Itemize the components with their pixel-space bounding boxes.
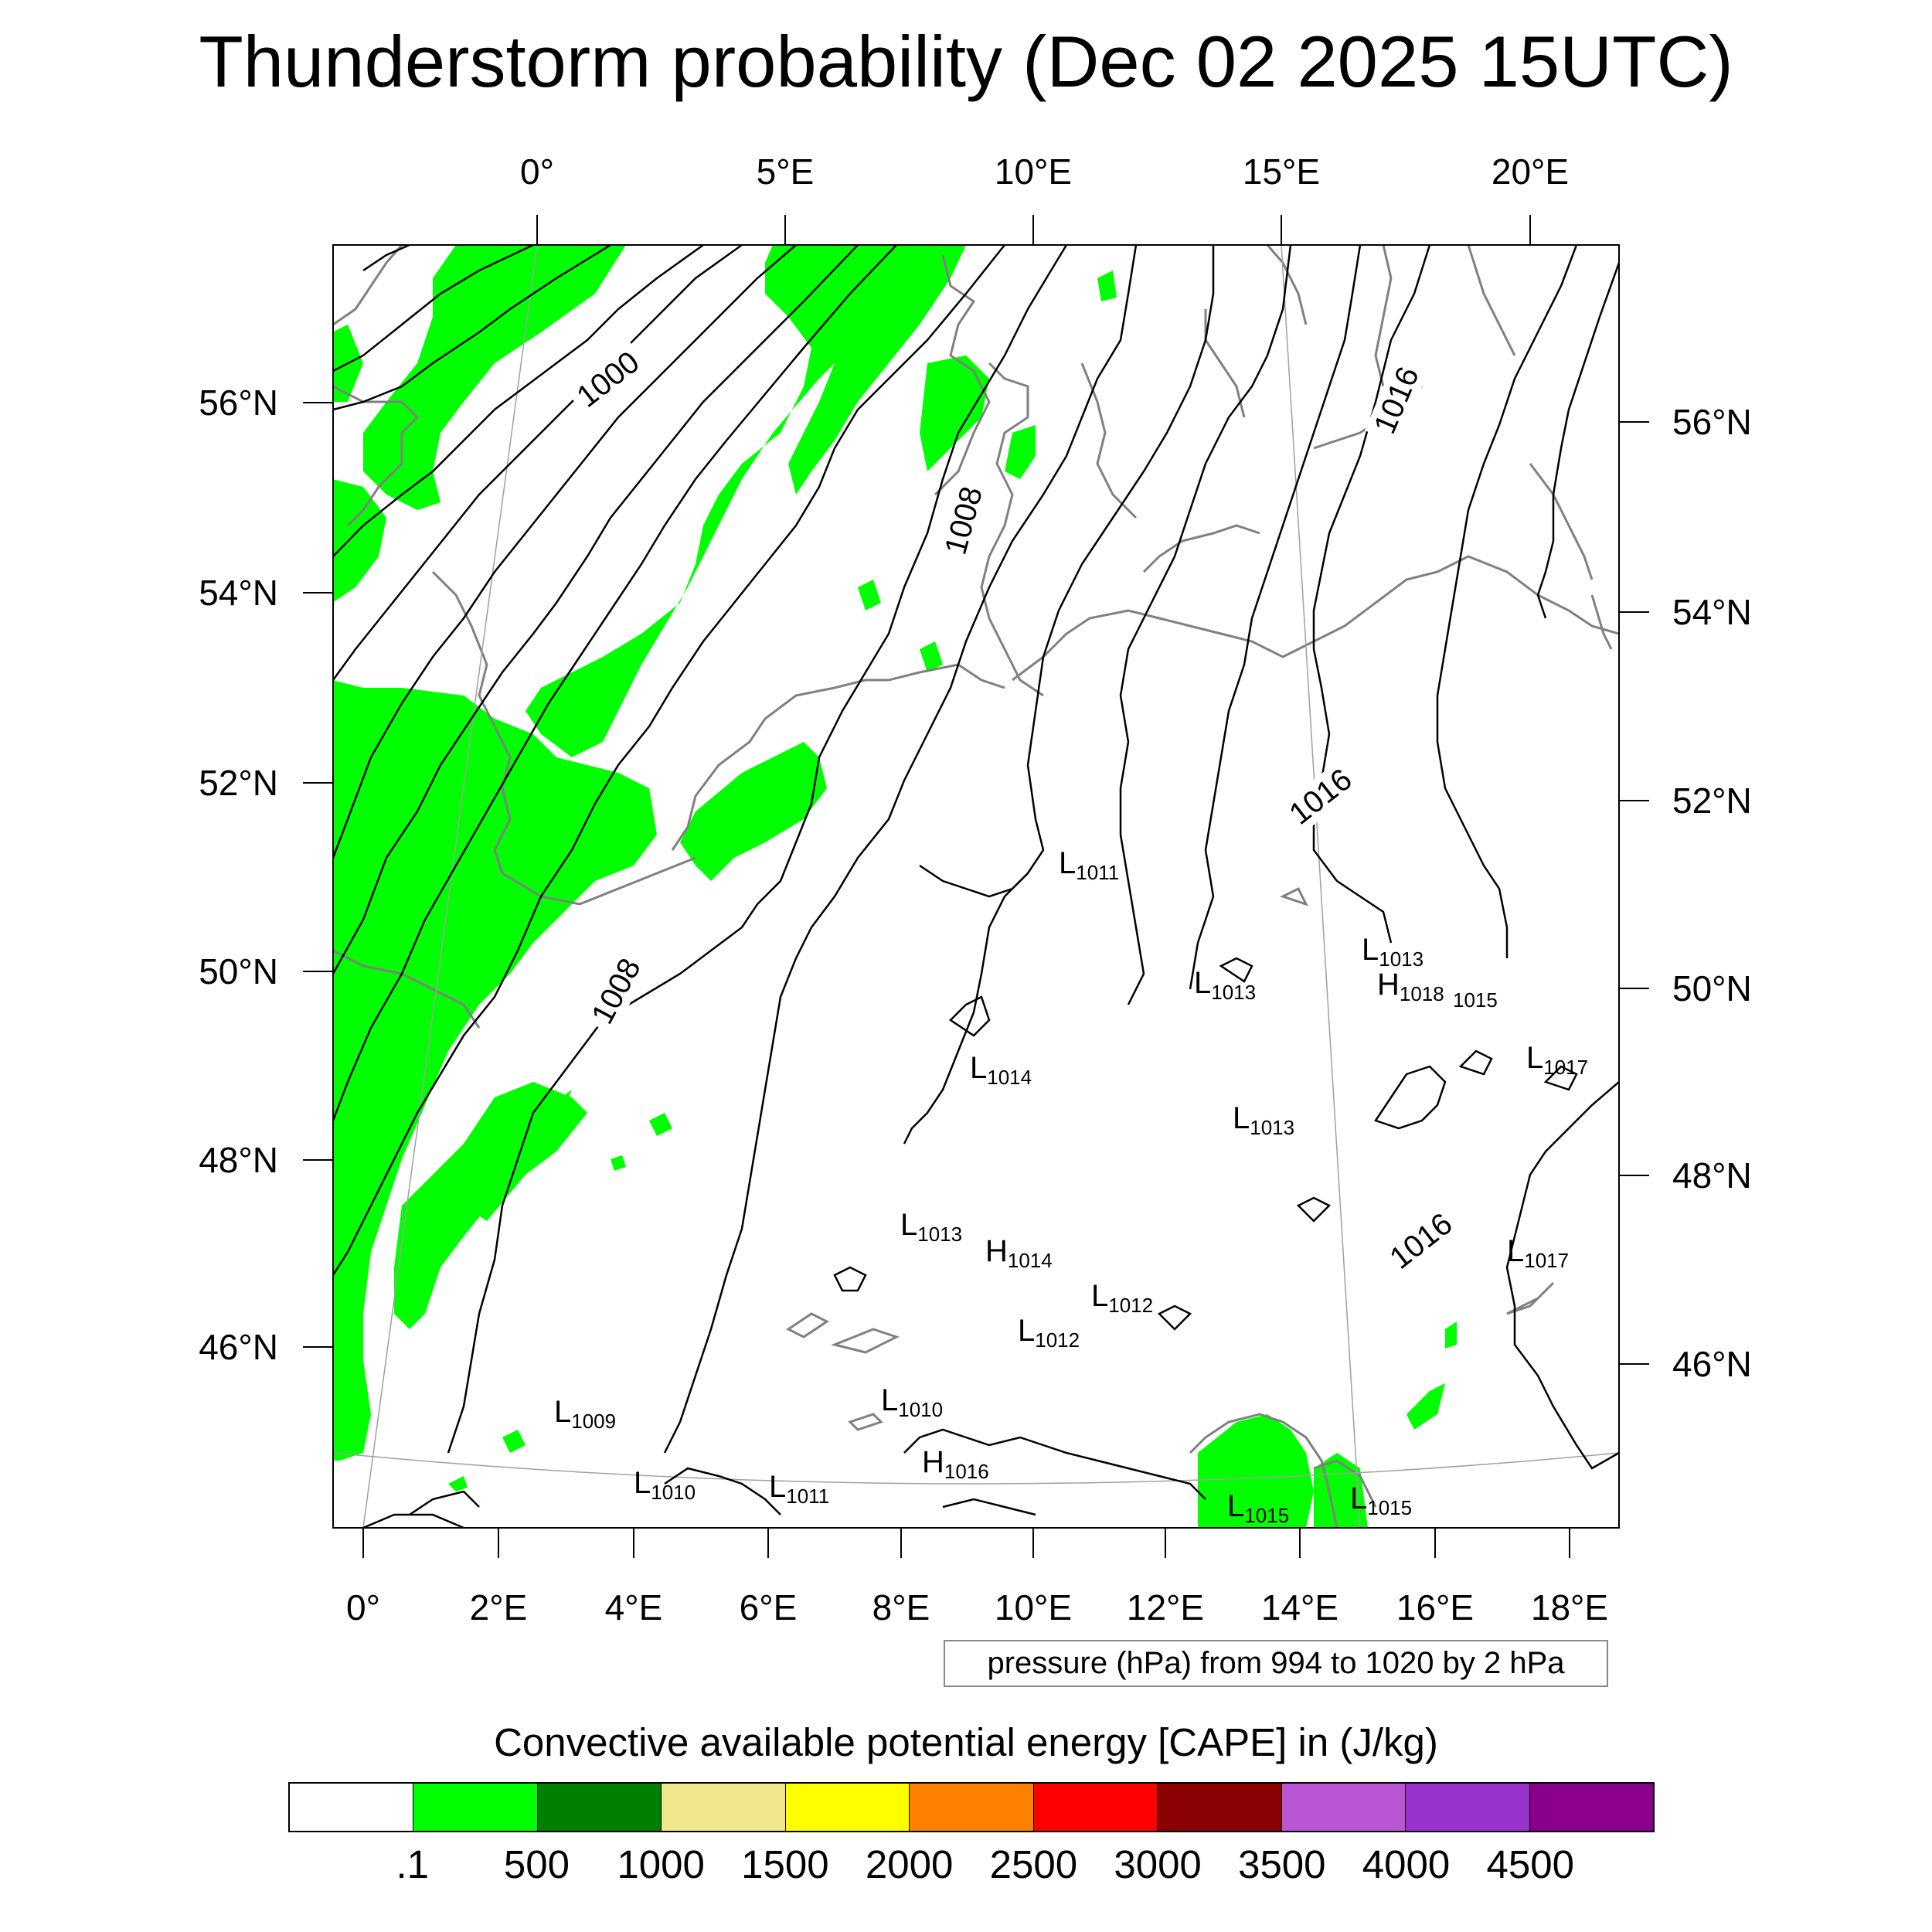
colorbar-label: 4000 [1362, 1842, 1451, 1886]
pressure-contour-note: pressure (hPa) from 994 to 1020 by 2 hPa [944, 1640, 1608, 1687]
bottom-lon-label: 12°E [1127, 1587, 1204, 1628]
colorbar-swatch [1406, 1784, 1530, 1831]
bottom-longitude-labels: 0° 2°E 4°E 6°E 8°E 10°E 12°E 14°E 16°E 1… [346, 1587, 1608, 1628]
page-title: Thunderstorm probability (Dec 02 2025 15… [199, 21, 1733, 102]
map-area: 1000 1008 1008 1016 1016 1016 [333, 245, 1619, 1528]
pressure-center: L1015 [1350, 1481, 1412, 1519]
right-lat-label: 50°N [1672, 968, 1752, 1009]
right-lat-label: 52°N [1672, 781, 1752, 821]
top-lon-label: 20°E [1492, 151, 1569, 192]
left-lat-label: 56°N [199, 383, 278, 423]
left-lat-label: 50°N [199, 951, 278, 992]
colorbar [288, 1782, 1655, 1832]
pressure-center: L1013 [1194, 966, 1256, 1004]
pressure-center: L1017 [1507, 1234, 1569, 1272]
pressure-center: L1013 [1233, 1101, 1294, 1139]
colorbar-label: 4500 [1486, 1842, 1574, 1886]
colorbar-label: 3000 [1114, 1842, 1202, 1886]
isobars [333, 245, 1619, 1528]
pressure-center: L1014 [970, 1051, 1032, 1089]
top-lon-label: 10°E [995, 151, 1072, 192]
colorbar-label: 2500 [989, 1842, 1078, 1886]
pressure-center: L1017 [1526, 1041, 1588, 1079]
pressure-center: H1016 [922, 1445, 989, 1483]
bottom-lon-label: 6°E [740, 1587, 798, 1628]
top-longitude-labels: 0° 5°E 10°E 15°E 20°E [520, 151, 1569, 192]
colorbar-label: 500 [503, 1842, 570, 1886]
right-lat-label: 48°N [1672, 1155, 1752, 1196]
bottom-lon-label: 10°E [995, 1587, 1072, 1628]
bottom-lon-label: 0° [346, 1587, 380, 1628]
graticule [333, 245, 1619, 1528]
pressure-center: L1015 [1227, 1489, 1289, 1527]
right-lat-label: 54°N [1672, 592, 1752, 632]
left-tick-marks [303, 402, 333, 1348]
top-lon-label: 0° [520, 151, 554, 192]
pressure-centers: L1011 L1013 L1013 H1018 1015 L1014 L1017… [554, 846, 1588, 1527]
right-lat-label: 46°N [1672, 1344, 1752, 1384]
pressure-center: H1018 [1377, 968, 1444, 1005]
colorbar-swatch [1281, 1784, 1406, 1831]
pressure-center: H1014 [985, 1234, 1053, 1272]
colorbar-swatch [662, 1784, 786, 1831]
left-lat-label: 46°N [199, 1327, 278, 1367]
pressure-center: L1013 [1362, 933, 1423, 971]
bottom-tick-marks [362, 1528, 1570, 1558]
right-latitude-labels: 56°N 54°N 52°N 50°N 48°N 46°N [1672, 402, 1752, 1384]
colorbar-labels: .1 500 1000 1500 2000 2500 3000 3500 4000 4500 [0, 1842, 1932, 1896]
left-latitude-labels: 56°N 54°N 52°N 50°N 48°N 46°N [199, 383, 278, 1367]
bottom-lon-label: 14°E [1261, 1587, 1338, 1628]
top-lon-label: 5°E [757, 151, 815, 192]
pressure-center: L1013 [900, 1208, 962, 1246]
pressure-center: L1011 [769, 1470, 829, 1508]
pressure-center: L1011 [1059, 846, 1119, 884]
map-frame [332, 244, 1620, 1529]
colorbar-swatch [1529, 1784, 1653, 1831]
pressure-center: L1012 [1091, 1279, 1153, 1317]
pressure-center: L1010 [881, 1383, 943, 1421]
top-tick-marks [536, 215, 1531, 245]
colorbar-swatch [290, 1784, 414, 1831]
colorbar-label: 1000 [617, 1842, 705, 1886]
colorbar-swatch [537, 1784, 662, 1831]
cape-fill [333, 245, 1457, 1528]
colorbar-label: 1500 [741, 1842, 829, 1886]
right-lat-label: 56°N [1672, 402, 1752, 442]
colorbar-swatch [413, 1784, 538, 1831]
top-lon-label: 15°E [1243, 151, 1320, 192]
pressure-center: L1010 [634, 1466, 696, 1504]
bottom-lon-label: 8°E [872, 1587, 930, 1628]
left-lat-label: 54°N [199, 573, 278, 613]
left-lat-label: 52°N [199, 763, 278, 803]
colorbar-swatch [910, 1784, 1034, 1831]
bottom-lon-label: 4°E [605, 1587, 663, 1628]
pressure-center: L1009 [554, 1395, 616, 1433]
colorbar-swatch [1033, 1784, 1158, 1831]
colorbar-label: 2000 [865, 1842, 954, 1886]
bottom-lon-label: 2°E [470, 1587, 528, 1628]
colorbar-title: Convective available potential energy [C… [494, 1720, 1438, 1764]
colorbar-label: 3500 [1238, 1842, 1326, 1886]
colorbar-swatch [1158, 1784, 1282, 1831]
right-tick-marks [1619, 421, 1649, 1365]
pressure-center: L1012 [1018, 1314, 1080, 1352]
pressure-center: 1015 [1453, 988, 1498, 1012]
left-lat-label: 48°N [199, 1140, 278, 1180]
bottom-lon-label: 18°E [1531, 1587, 1608, 1628]
bottom-lon-label: 16°E [1396, 1587, 1474, 1628]
colorbar-label: .1 [396, 1842, 429, 1886]
colorbar-swatch [785, 1784, 910, 1831]
